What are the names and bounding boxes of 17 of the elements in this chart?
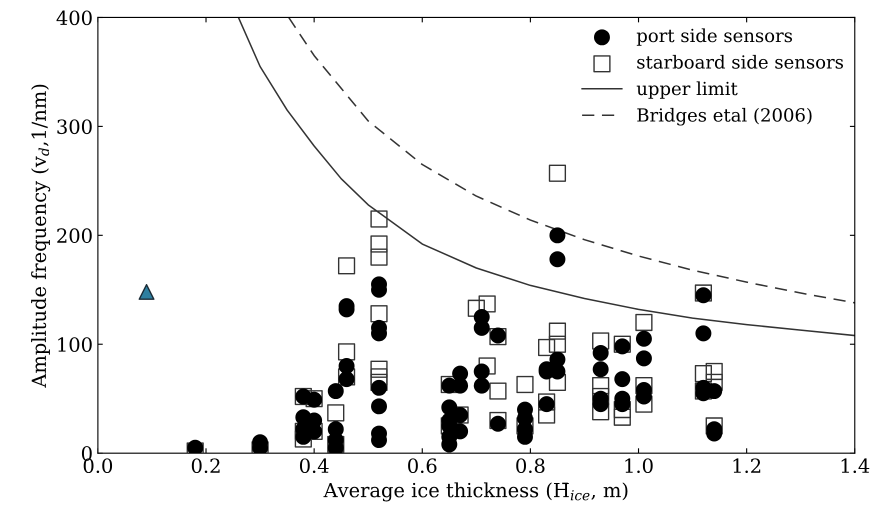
legend-label: port side sensors [636,28,792,46]
y-tick-label: 300 [57,119,92,134]
x-tick-label: 0.2 [192,458,220,474]
x-tick-label: 1.0 [625,458,653,474]
legend-label: Bridges etal (2006) [637,108,812,126]
x-tick-label: 1.4 [842,458,870,474]
x-axis-title: Average ice thickness (H̄$_{ice}$, m) [323,482,628,502]
x-tick-label: 0.4 [300,458,329,474]
legend-label: starboard side sensors [637,54,844,69]
y-tick-label: 400 [56,10,92,26]
y-tick-label: 100 [58,337,92,352]
legend-label: upper limit [636,81,738,99]
y-axis-title: Amplitude frequency (v$_{d}$,1/nm) [31,84,50,388]
x-tick-label: 1.2 [734,458,760,474]
y-tick-label: 200 [57,228,92,243]
x-tick-label: 0.6 [408,458,437,474]
x-tick-label: 0.8 [516,458,545,474]
